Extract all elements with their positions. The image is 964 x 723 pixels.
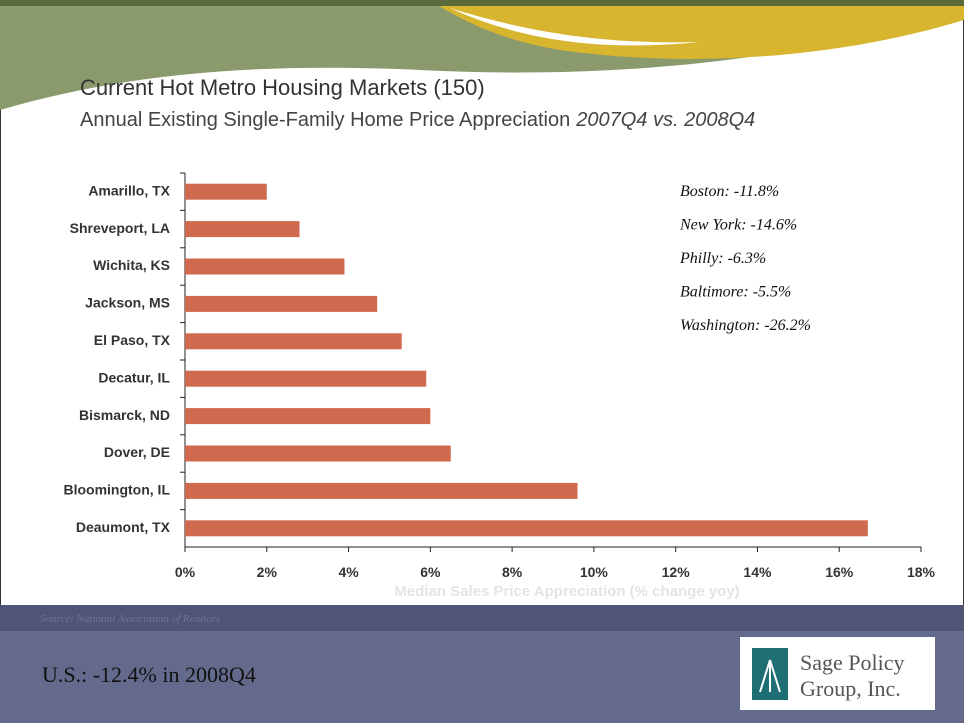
y-tick-label: Amarillo, TX [88, 182, 170, 198]
bar [185, 333, 402, 349]
bar [185, 184, 267, 200]
x-tick-label: 10% [580, 564, 609, 580]
chart-subtitle: Annual Existing Single-Family Home Price… [80, 109, 755, 131]
y-tick-label: Dover, DE [104, 444, 170, 460]
y-tick-label: El Paso, TX [94, 332, 171, 348]
annotation: Baltimore: -5.5% [680, 284, 791, 301]
x-tick-label: 8% [502, 564, 523, 580]
swoosh-top [0, 0, 964, 6]
y-tick-label: Decatur, IL [98, 369, 170, 385]
chart-title: Current Hot Metro Housing Markets (150) [80, 75, 485, 100]
x-tick-label: 4% [338, 564, 359, 580]
logo-text: Sage Policy [800, 650, 905, 675]
x-tick-label: 14% [743, 564, 772, 580]
annotation: Philly: -6.3% [679, 250, 766, 267]
annotation: Washington: -26.2% [680, 317, 811, 334]
x-tick-label: 6% [420, 564, 441, 580]
source: Source: National Association of Realtors [40, 613, 220, 625]
bar [185, 483, 578, 499]
x-tick-label: 0% [175, 564, 196, 580]
y-tick-label: Deaumont, TX [76, 519, 171, 535]
y-tick-label: Jackson, MS [85, 295, 170, 311]
bar [185, 296, 377, 312]
slide: Current Hot Metro Housing Markets (150) … [0, 0, 964, 723]
x-tick-label: 18% [907, 564, 936, 580]
x-axis-title: Median Sales Price Appreciation (% chang… [394, 583, 739, 600]
logo-text: Group, Inc. [800, 676, 901, 701]
bar [185, 371, 426, 387]
us-note: U.S.: -12.4% in 2008Q4 [42, 662, 256, 687]
subtitle-period: 2007Q4 vs. 2008Q4 [575, 109, 755, 131]
x-tick-label: 2% [257, 564, 278, 580]
subtitle-text: Annual Existing Single-Family Home Price… [80, 109, 570, 131]
y-tick-label: Bloomington, IL [63, 482, 170, 498]
bar [185, 408, 430, 424]
annotation: New York: -14.6% [679, 217, 797, 234]
bar [185, 446, 451, 462]
annotation: Boston: -11.8% [680, 183, 779, 200]
y-tick-label: Wichita, KS [93, 257, 170, 273]
x-tick-label: 16% [825, 564, 854, 580]
x-tick-label: 12% [662, 564, 691, 580]
y-tick-label: Bismarck, ND [79, 407, 170, 423]
bar [185, 221, 299, 237]
bar [185, 520, 868, 536]
bar [185, 259, 344, 275]
y-tick-label: Shreveport, LA [70, 220, 170, 236]
